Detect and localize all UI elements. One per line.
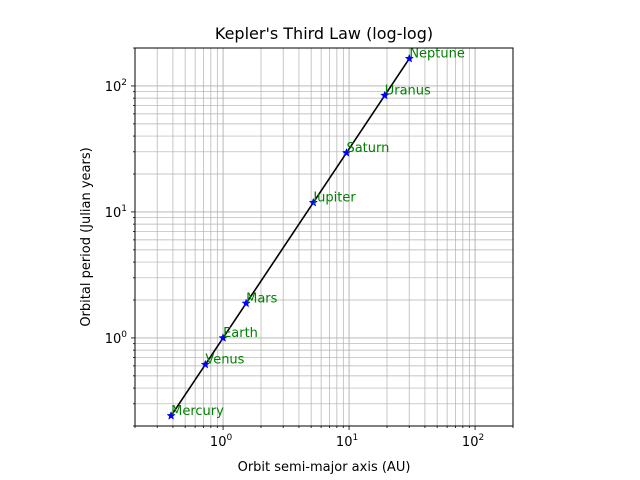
data-point-saturn: [341, 147, 352, 157]
y-tick-label: 100: [105, 330, 128, 347]
grid: [134, 47, 514, 427]
data-point-uranus: [380, 90, 390, 100]
markers-layer: [166, 53, 414, 420]
data-point-venus: [200, 359, 210, 369]
y-tick-label: 101: [105, 204, 127, 221]
point-label-uranus: Uranus: [385, 83, 431, 98]
plot-frame: [134, 47, 514, 427]
chart-title: Kepler's Third Law (log-log): [215, 24, 433, 43]
point-label-mercury: Mercury: [171, 404, 224, 419]
point-label-venus: Venus: [205, 353, 244, 368]
series-line-layer: [170, 58, 410, 417]
x-tick-label: 100: [210, 433, 233, 450]
data-point-neptune: [404, 53, 414, 63]
y-tick-label: 102: [105, 78, 127, 95]
point-label-mars: Mars: [246, 291, 278, 306]
data-point-jupiter: [308, 197, 318, 207]
point-label-earth: Earth: [223, 326, 258, 341]
point-label-saturn: Saturn: [346, 141, 389, 156]
x-tick-label: 102: [462, 433, 484, 450]
x-tick-label: 101: [336, 433, 358, 450]
series-line: [170, 58, 410, 417]
point-labels-layer: Mercury Venus Earth Mars Jupiter Saturn Uranus…: [171, 47, 465, 419]
data-point-earth: [218, 333, 228, 342]
y-axis-label: Orbital period (Julian years): [79, 147, 94, 326]
ticks-layer: 100 101 102 100 101 102: [105, 47, 514, 450]
data-point-mars: [241, 298, 251, 308]
x-axis-label: Orbit semi-major axis (AU): [238, 460, 411, 475]
data-point-mercury: [166, 410, 176, 420]
point-label-neptune: Neptune: [409, 47, 465, 62]
point-label-jupiter: Jupiter: [312, 191, 356, 206]
